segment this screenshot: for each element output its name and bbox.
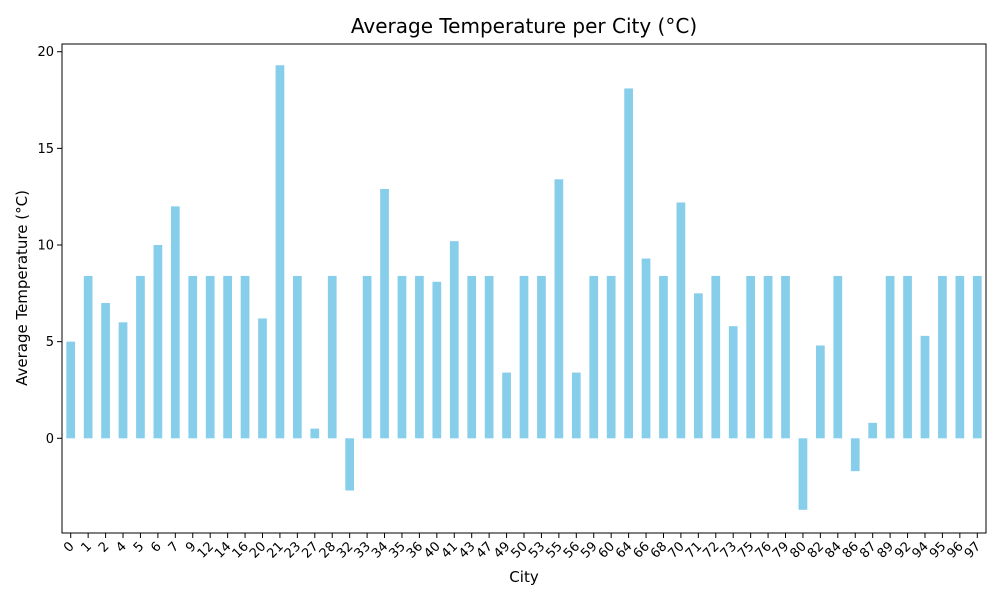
x-tick-label: 5 xyxy=(131,539,147,555)
bar-city-20 xyxy=(258,318,267,439)
bar-city-50 xyxy=(519,275,529,439)
bar-city-4 xyxy=(118,322,128,439)
bar-city-94 xyxy=(920,335,930,439)
bar-city-21 xyxy=(275,65,285,439)
bar-city-80 xyxy=(798,438,808,510)
bar-city-34 xyxy=(380,188,389,439)
bar-city-64 xyxy=(624,88,633,439)
x-axis-label: City xyxy=(509,568,539,586)
bar-city-16 xyxy=(240,275,250,439)
y-tick-label: 10 xyxy=(37,239,54,254)
bar-city-89 xyxy=(885,275,895,439)
bar-city-23 xyxy=(293,275,302,439)
bar-city-71 xyxy=(693,293,703,439)
bar-city-28 xyxy=(327,275,337,439)
bar-city-55 xyxy=(554,179,564,439)
bar-city-12 xyxy=(205,275,215,439)
bar-city-0 xyxy=(66,341,76,439)
bar-city-86 xyxy=(850,438,860,472)
y-axis-label: Average Temperature (°C) xyxy=(13,190,31,386)
bar-city-60 xyxy=(606,275,616,439)
bar-city-43 xyxy=(467,275,477,439)
bar-city-72 xyxy=(711,275,721,439)
bar-city-5 xyxy=(136,275,145,439)
bar-city-47 xyxy=(484,275,494,439)
bar-city-73 xyxy=(728,326,738,439)
bar-city-33 xyxy=(362,275,372,439)
bar-city-75 xyxy=(746,275,755,439)
x-ticks: 0 1 2 4 5 6 7 912141620212327283233343536404143… xyxy=(61,533,984,562)
y-tick-label: 20 xyxy=(37,45,54,60)
bar-city-84 xyxy=(833,275,843,439)
x-tick-label: 2 xyxy=(96,539,112,555)
bar-city-35 xyxy=(397,275,407,439)
bar-city-92 xyxy=(903,275,912,439)
y-tick-label: 5 xyxy=(46,335,54,350)
bar-city-7 xyxy=(170,206,180,439)
x-tick-label: 6 xyxy=(148,539,164,555)
x-tick-label: 4 xyxy=(113,539,129,555)
bars-layer xyxy=(66,65,982,510)
bar-city-40 xyxy=(432,281,442,439)
x-tick-label: 97 xyxy=(962,539,984,561)
bar-city-9 xyxy=(188,275,198,439)
bar-city-49 xyxy=(502,372,511,439)
bar-city-6 xyxy=(153,245,163,439)
bar-city-70 xyxy=(676,202,686,439)
bar-city-66 xyxy=(641,258,651,439)
x-tick-label: 1 xyxy=(79,539,95,555)
bar-city-2 xyxy=(101,303,110,439)
bar-city-14 xyxy=(223,275,232,439)
bar-city-95 xyxy=(938,275,947,439)
x-tick-label: 0 xyxy=(61,539,77,555)
y-tick-label: 0 xyxy=(46,432,54,447)
bar-city-76 xyxy=(763,275,773,439)
bar-city-59 xyxy=(589,275,599,439)
bar-city-68 xyxy=(659,275,668,439)
bar-city-82 xyxy=(816,345,825,439)
bar-city-53 xyxy=(537,275,546,439)
bar-city-56 xyxy=(571,372,581,439)
bar-city-41 xyxy=(449,241,459,439)
bar-city-97 xyxy=(972,275,982,439)
bar-city-27 xyxy=(310,428,320,439)
y-tick-label: 15 xyxy=(37,142,54,157)
bar-city-32 xyxy=(345,438,355,491)
y-ticks: 0 5 10 15 20 xyxy=(37,45,62,447)
bar-city-36 xyxy=(415,275,424,439)
chart-title: Average Temperature per City (°C) xyxy=(351,14,697,38)
bar-city-1 xyxy=(83,275,93,439)
bar-city-79 xyxy=(781,275,790,439)
bar-city-87 xyxy=(868,422,878,439)
x-tick-label: 7 xyxy=(166,539,182,555)
bar-city-96 xyxy=(955,275,965,439)
